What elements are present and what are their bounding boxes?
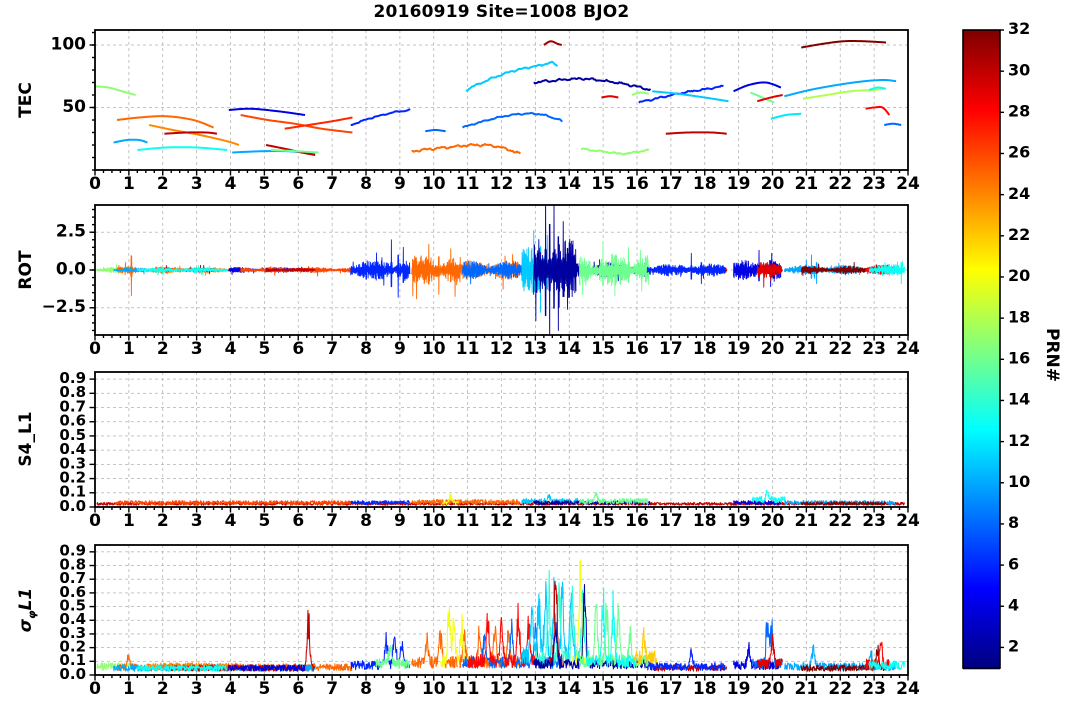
- ylabel-s4-l1: S4_L1: [16, 411, 36, 467]
- chart-title: 20160919 Site=1008 BJO2: [373, 2, 630, 22]
- sigma-label-rest: L1: [16, 587, 36, 611]
- ylabel-rot: ROT: [16, 250, 36, 290]
- colorbar-label: PRN#: [1042, 327, 1062, 383]
- ylabel-sigma-phi-l1: σφL1: [15, 540, 39, 680]
- phi-symbol: φ: [25, 610, 39, 620]
- sigma-symbol: σ: [16, 619, 36, 633]
- ylabel-tec: TEC: [16, 82, 36, 118]
